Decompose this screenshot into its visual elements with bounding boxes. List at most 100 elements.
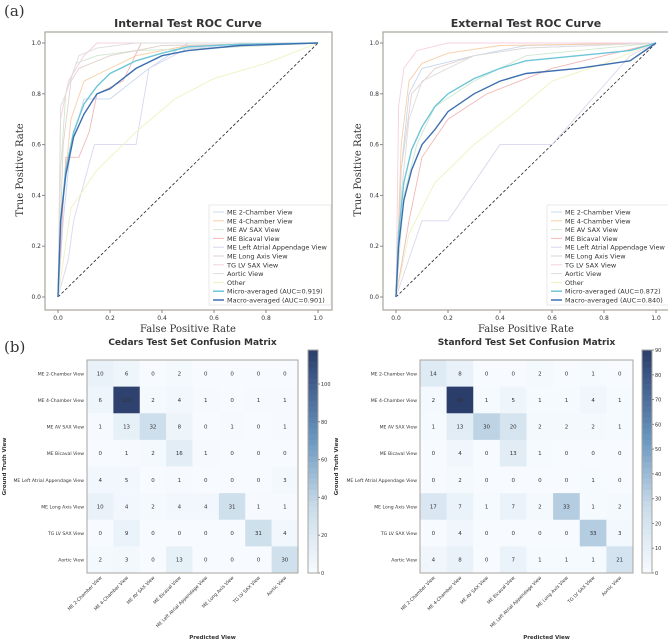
roc-series-line — [57, 42, 318, 298]
matrix-cell — [420, 493, 447, 521]
matrix-cell — [245, 439, 272, 467]
chart-title: External Test ROC Curve — [451, 17, 601, 30]
matrix-cell — [526, 466, 554, 494]
cell-value: 0 — [511, 478, 515, 484]
matrix-cell — [166, 519, 193, 547]
cell-value: 8 — [458, 371, 462, 377]
colorbar-segment — [642, 511, 652, 518]
column-label: Aortic View — [266, 575, 289, 598]
matrix-cell — [473, 386, 501, 414]
cell-value: 21 — [616, 558, 623, 564]
colorbar-tick-label: 40 — [321, 495, 327, 501]
cell-value: 3 — [125, 558, 129, 564]
colorbar-segment — [642, 416, 652, 423]
matrix-cell — [245, 386, 272, 414]
matrix-cell — [499, 439, 527, 467]
cell-value: 0 — [151, 371, 155, 377]
matrix-cell — [139, 546, 167, 574]
matrix-cell — [606, 493, 634, 521]
matrix-cell — [606, 386, 634, 414]
y-tick-label: 0.0 — [369, 294, 379, 301]
cell-value: 6 — [125, 371, 129, 377]
cell-value: 0 — [230, 451, 234, 457]
cell-value: 0 — [432, 451, 436, 457]
cell-value: 3 — [283, 478, 287, 484]
colorbar-segment — [642, 433, 652, 440]
y-tick-label: 0.8 — [369, 91, 379, 98]
matrix-cell — [526, 386, 554, 414]
cell-value: 1 — [257, 504, 261, 510]
matrix-frame — [419, 359, 634, 574]
matrix-cell — [166, 493, 193, 521]
colorbar-segment — [308, 533, 318, 541]
cell-value: 4 — [458, 531, 462, 537]
column-label: ME Bicaval View — [152, 575, 183, 606]
legend-entry: TG LV SAX View — [564, 261, 617, 269]
colorbar-tick-label: 0 — [321, 571, 324, 577]
row-label: ME Bicaval View — [47, 451, 85, 457]
legend-entry: ME 2-Chamber View — [227, 209, 293, 217]
matrix-cell — [87, 519, 114, 547]
legend-entry: Aortic View — [227, 270, 264, 278]
cell-value: 1 — [591, 504, 595, 510]
y-axis-label: Ground Truth View — [334, 438, 340, 496]
roc-series-line — [395, 42, 657, 298]
matrix-cell — [579, 386, 607, 414]
matrix-cell — [139, 466, 167, 494]
cell-value: 14 — [430, 371, 437, 377]
cell-value: 0 — [565, 451, 569, 457]
matrix-cell — [192, 413, 220, 441]
roc-series-line — [395, 42, 657, 298]
row-label: Aortic View — [58, 558, 84, 564]
matrix-cell — [499, 413, 527, 441]
cell-value: 0 — [485, 478, 489, 484]
cell-value: 2 — [618, 504, 622, 510]
colorbar-segment — [308, 416, 318, 423]
column-label: ME Left Atrial Appendage View — [155, 575, 209, 629]
matrix-cell — [139, 386, 167, 414]
colorbar-segment — [642, 394, 652, 401]
colorbar-segment — [308, 405, 318, 412]
matrix-cell — [446, 413, 474, 441]
cell-value: 0 — [283, 451, 287, 457]
colorbar-segment — [642, 411, 652, 418]
cell-value: 1 — [485, 504, 489, 510]
column-label: ME AV SAX View — [459, 575, 490, 606]
matrix-cell — [192, 546, 220, 574]
cell-value: 0 — [511, 531, 515, 537]
panel-label-b: (b) — [4, 338, 25, 356]
colorbar-segment — [308, 372, 318, 379]
colorbar-segment — [642, 366, 652, 373]
colorbar-segment — [308, 511, 318, 518]
roc-series-line — [395, 42, 657, 298]
colorbar-tick-label: 50 — [655, 447, 661, 453]
legend-entry: Macro-averaged (AUC=0.901) — [227, 297, 325, 305]
cell-value: 0 — [618, 478, 622, 484]
matrix-cell — [218, 493, 246, 521]
x-tick-label: 0.8 — [261, 315, 271, 322]
cell-value: 31 — [255, 531, 262, 537]
cell-value: 1 — [283, 504, 287, 510]
matrix-cell — [271, 439, 299, 467]
colorbar-segment — [308, 550, 318, 557]
colorbar-tick-label: 60 — [321, 458, 327, 464]
row-label: ME 2-Chamber View — [371, 371, 418, 377]
colorbar-segment — [642, 383, 652, 390]
legend-entry: ME Long Axis View — [227, 253, 288, 261]
colorbar-segment — [642, 405, 652, 412]
cell-value: 4 — [432, 558, 436, 564]
x-tick-label: 0.2 — [105, 315, 115, 322]
matrix-cell — [420, 413, 447, 441]
legend-entry: ME Bicaval View — [565, 235, 618, 243]
colorbar-segment — [308, 561, 318, 568]
legend-entry: Aortic View — [565, 270, 602, 278]
cell-value: 0 — [230, 478, 234, 484]
cell-value: 8 — [458, 558, 462, 564]
cell-value: 0 — [485, 371, 489, 377]
legend-entry: ME Long Axis View — [565, 253, 626, 261]
cell-value: 2 — [178, 371, 182, 377]
column-label: TG LV SAX View — [231, 575, 262, 606]
y-tick-label: 0.2 — [369, 243, 379, 250]
matrix-cell — [87, 493, 114, 521]
colorbar-segment — [308, 366, 318, 373]
